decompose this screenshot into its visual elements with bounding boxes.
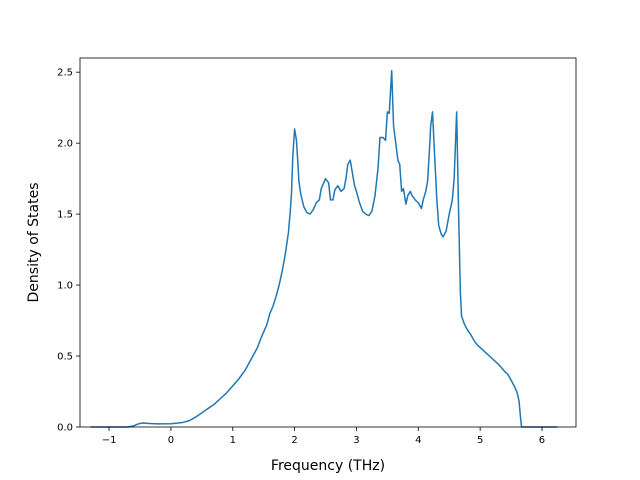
x-tick-label: −1 bbox=[102, 435, 117, 446]
x-tick-label: 6 bbox=[539, 435, 545, 446]
axes-frame bbox=[79, 57, 577, 428]
x-axis-ticks: −1 0 1 2 3 4 5 6 bbox=[102, 427, 545, 446]
y-tick-label: 2.0 bbox=[57, 139, 73, 150]
x-tick-label: 5 bbox=[477, 435, 483, 446]
y-tick-label: 0.0 bbox=[57, 423, 73, 434]
x-tick-label: 1 bbox=[230, 435, 236, 446]
y-axis-ticks: 0.0 0.5 1.0 1.5 2.0 2.5 bbox=[57, 68, 80, 434]
y-tick-label: 2.5 bbox=[57, 68, 73, 79]
x-tick-label: 4 bbox=[415, 435, 421, 446]
x-tick-label: 3 bbox=[353, 435, 359, 446]
plot-layer bbox=[90, 70, 558, 428]
x-tick-label: 0 bbox=[168, 435, 174, 446]
y-tick-label: 0.5 bbox=[57, 352, 73, 363]
x-tick-label: 2 bbox=[291, 435, 297, 446]
x-axis-label: Frequency (THz) bbox=[271, 458, 385, 474]
dos-series-line bbox=[90, 70, 558, 428]
y-tick-label: 1.0 bbox=[57, 281, 73, 292]
y-axis-label: Density of States bbox=[26, 183, 42, 303]
y-tick-label: 1.5 bbox=[57, 210, 73, 221]
